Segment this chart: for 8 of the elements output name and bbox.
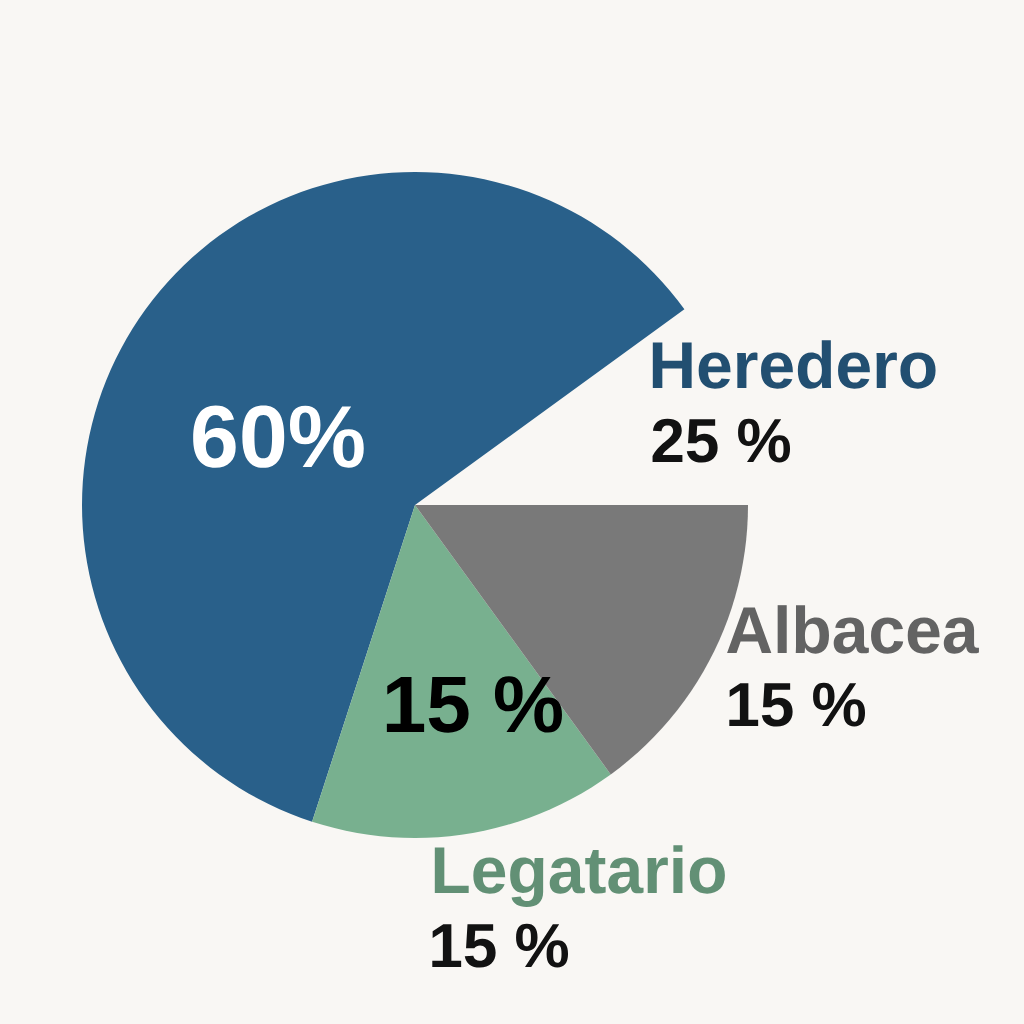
data-label: 60% xyxy=(193,405,364,468)
slice-label: Legatario xyxy=(434,845,725,907)
text: 15 % xyxy=(432,923,569,968)
data-label: 15 % xyxy=(386,676,562,733)
text: 15 % xyxy=(729,682,866,727)
text: 25 % xyxy=(652,418,791,463)
slice-label: Albacea xyxy=(727,605,979,654)
slice-label: Heredero xyxy=(652,340,936,389)
